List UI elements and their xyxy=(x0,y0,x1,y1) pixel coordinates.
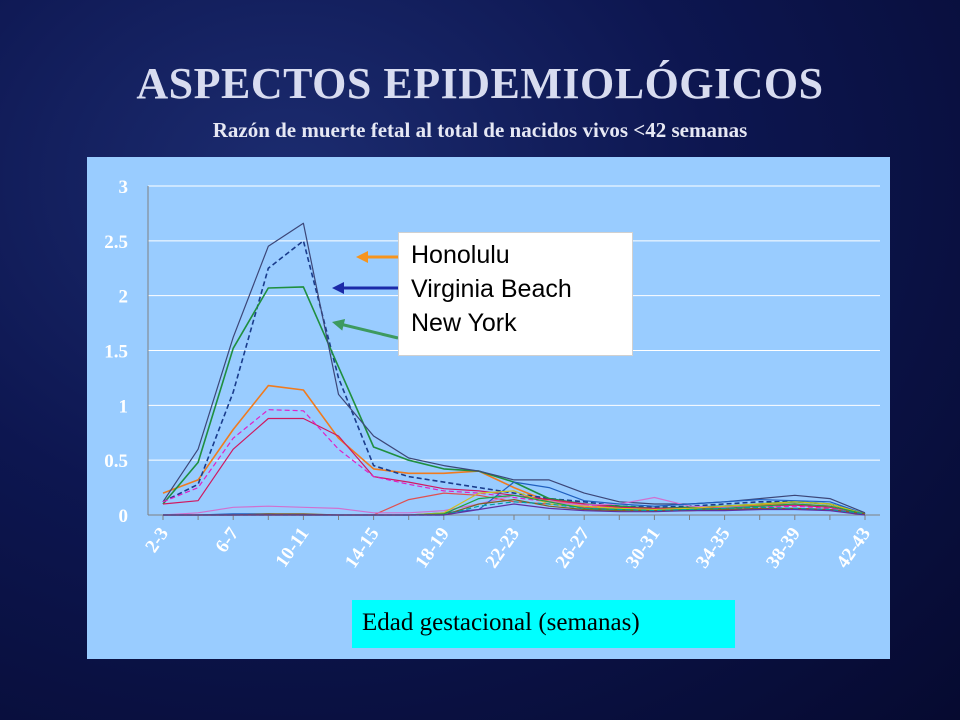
x-tick-label: 6-7 xyxy=(212,523,244,556)
x-tick-label: 38-39 xyxy=(762,524,805,572)
x-tick-label: 14-15 xyxy=(341,524,384,572)
series-line-11 xyxy=(163,499,866,516)
legend-arrow-head xyxy=(356,251,368,263)
x-tick-label: 26-27 xyxy=(552,523,595,572)
legend-item-new-york: New York xyxy=(411,309,517,337)
series-line-3 xyxy=(162,222,866,514)
legend-item-virginia-beach: Virginia Beach xyxy=(411,275,572,303)
legend: Honolulu Virginia Beach New York xyxy=(398,232,633,356)
x-tick-label: 2-3 xyxy=(141,524,173,557)
x-tick-label: 42-43 xyxy=(832,524,875,572)
legend-arrow-head xyxy=(332,282,344,294)
slide-subtitle: Razón de muerte fetal al total de nacido… xyxy=(212,118,748,142)
x-tick-label: 10-11 xyxy=(271,524,313,571)
y-tick-label: 0.5 xyxy=(104,451,128,472)
legend-arrow xyxy=(339,322,399,340)
y-tick-label: 3 xyxy=(119,177,129,198)
legend-arrow-head xyxy=(332,318,346,331)
series-line-13 xyxy=(163,503,866,516)
x-tick-label: 22-23 xyxy=(481,524,524,572)
series-line-9 xyxy=(163,490,866,516)
x-tick-label: 30-31 xyxy=(622,524,665,572)
legend-item-honolulu: Honolulu xyxy=(411,241,510,269)
x-tick-label: 34-35 xyxy=(692,524,735,572)
y-tick-label: 1 xyxy=(119,396,129,417)
x-tick-label: 18-19 xyxy=(411,524,454,572)
y-tick-label: 0 xyxy=(119,506,129,527)
slide-title: ASPECTOS EPIDEMIOLÓGICOS xyxy=(136,59,824,108)
y-tick-label: 1.5 xyxy=(104,342,128,363)
x-axis-title: Edad gestacional (semanas) xyxy=(352,600,735,648)
y-tick-label: 2.5 xyxy=(104,232,128,253)
series-line-virginia-beach xyxy=(162,240,866,515)
series-line-honolulu xyxy=(162,384,866,515)
y-tick-label: 2 xyxy=(119,287,129,308)
